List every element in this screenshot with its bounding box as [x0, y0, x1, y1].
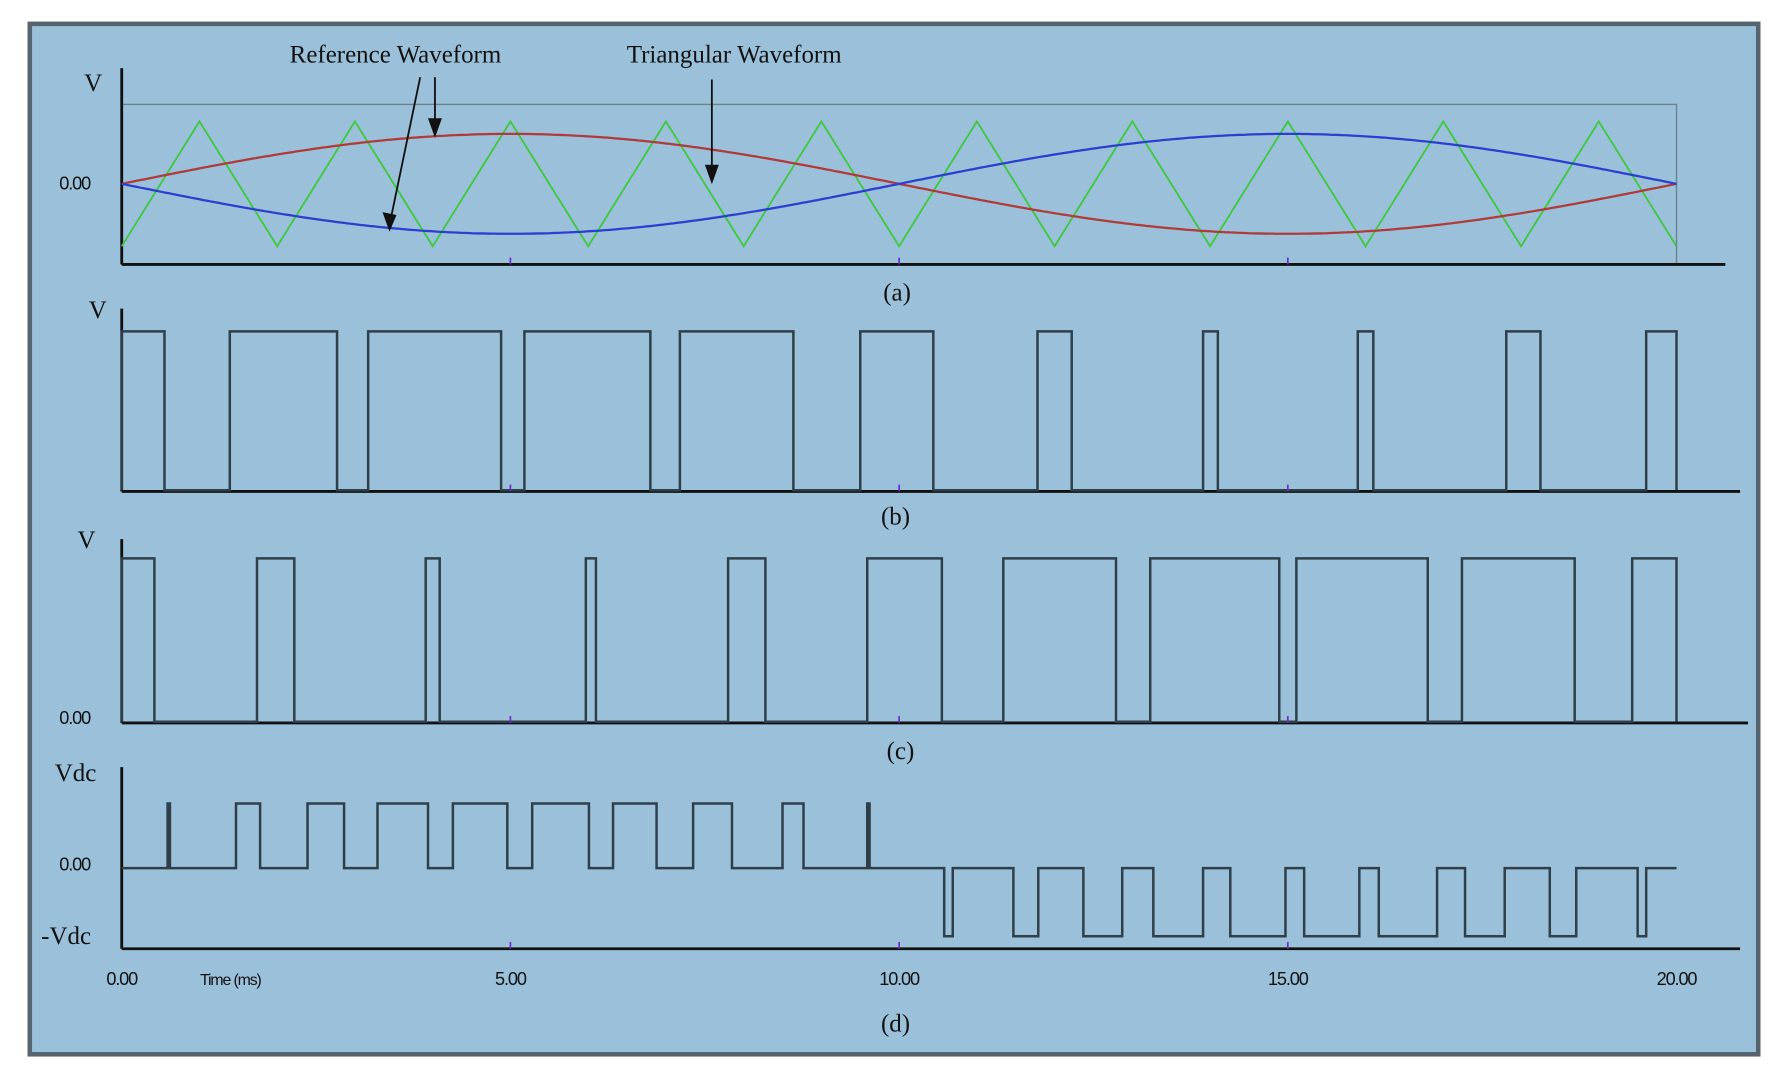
- arrow-reference-1: [388, 76, 422, 225]
- panel-c-y-label-v: V: [77, 527, 95, 554]
- panel-a-caption: (a): [883, 280, 911, 307]
- panel-a-y-label-v: V: [84, 70, 102, 97]
- inverted-reference-waveform-line: [121, 132, 1677, 235]
- arrow-head: [382, 212, 397, 232]
- panel-b-caption: (b): [881, 503, 910, 530]
- panel-a: V 0.00 Reference Waveform Triangular Wav…: [59, 41, 1726, 307]
- axis-tick-marks: [509, 257, 1289, 949]
- panel-b-pulse-train: [120, 330, 1678, 492]
- x-tick-label: 10.00: [879, 969, 920, 989]
- x-tick-label: 5.00: [495, 969, 527, 989]
- x-tick-labels: 0.00 5.00 10.00 15.00 20.00: [106, 969, 1698, 989]
- panel-d-output-voltage: [121, 802, 1677, 938]
- arrow-head: [704, 164, 719, 185]
- panel-d-y-label-zero: 0.00: [59, 854, 91, 874]
- annotation-triangular-waveform: Triangular Waveform: [627, 41, 842, 68]
- x-axis-label: Time (ms): [200, 972, 261, 989]
- panel-d-y-label-vdc: Vdc: [55, 760, 97, 787]
- panel-c-pulse-train: [120, 557, 1678, 724]
- annotation-arrows: [382, 76, 719, 232]
- x-tick-label: 15.00: [1268, 969, 1309, 989]
- panel-c-y-label-zero: 0.00: [59, 708, 91, 728]
- figure-frame: [27, 21, 1761, 1057]
- x-tick-label: 0.00: [106, 969, 138, 989]
- triangular-waveform-line: [120, 119, 1678, 248]
- panel-b: V (b): [89, 297, 1741, 530]
- panel-d: Vdc 0.00 -Vdc 0.00 5.00 10.00 15.00 20.0…: [41, 760, 1741, 1038]
- arrow-head: [427, 118, 442, 138]
- annotation-reference-waveform: Reference Waveform: [290, 41, 502, 68]
- panel-c-caption: (c): [887, 738, 915, 765]
- panel-a-y-label-zero: 0.00: [59, 174, 91, 194]
- panel-d-caption: (d): [881, 1011, 910, 1038]
- panel-d-y-label-neg-vdc: -Vdc: [41, 923, 91, 950]
- panel-c: V 0.00 (c): [59, 527, 1749, 765]
- panel-b-y-label-v: V: [89, 297, 107, 324]
- x-tick-label: 20.00: [1657, 969, 1698, 989]
